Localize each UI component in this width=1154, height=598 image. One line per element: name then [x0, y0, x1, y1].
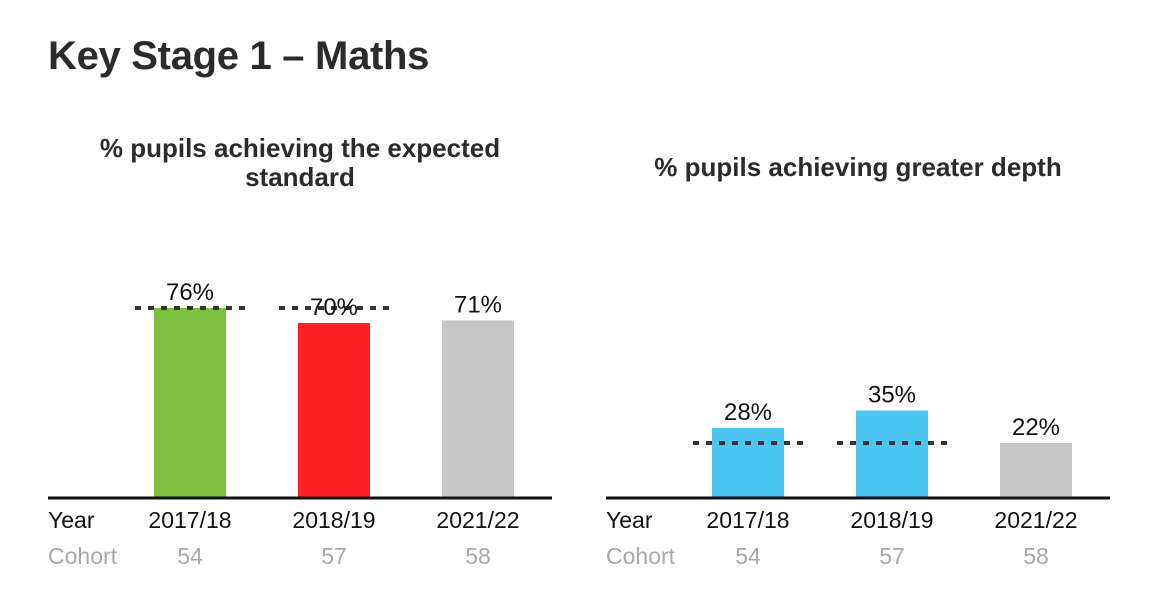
chart-title-line: % pupils achieving the expected: [100, 133, 500, 163]
bar-2021-22: [1000, 443, 1072, 498]
bar-2018-19: [298, 323, 370, 498]
bar-value-label: 22%: [1012, 414, 1060, 441]
year-tick-label: 2021/22: [436, 507, 519, 533]
greater-depth-chart: % pupils achieving greater depth 28% 35% 22…: [598, 130, 1118, 590]
bar-2017-18: [154, 308, 226, 498]
chart-title-line: % pupils achieving greater depth: [654, 152, 1061, 182]
year-tick-label: 2021/22: [994, 507, 1077, 533]
year-tick-label: 2017/18: [148, 507, 231, 533]
cohort-row-label: Cohort: [606, 543, 676, 569]
greater-depth-chart-svg: % pupils achieving greater depth 28% 35% 22…: [606, 152, 1110, 569]
bar-value-label: 70%: [310, 294, 358, 321]
year-row-label: Year: [48, 507, 95, 533]
cohort-value: 54: [177, 543, 203, 569]
bar-2018-19: [856, 410, 928, 498]
bar-value-label: 71%: [454, 292, 502, 319]
year-tick-label: 2018/19: [850, 507, 933, 533]
year-tick-label: 2017/18: [706, 507, 789, 533]
bar-value-label: 28%: [724, 399, 772, 426]
expected-standard-chart: % pupils achieving the expected standard 7…: [40, 130, 560, 590]
cohort-value: 54: [735, 543, 761, 569]
year-row-label: Year: [606, 507, 653, 533]
year-tick-label: 2018/19: [292, 507, 375, 533]
cohort-value: 58: [1023, 543, 1049, 569]
bar-2017-18: [712, 428, 784, 498]
page-title: Key Stage 1 – Maths: [48, 34, 430, 78]
cohort-row-label: Cohort: [48, 543, 118, 569]
bar-value-label: 35%: [868, 382, 916, 409]
cohort-value: 57: [321, 543, 347, 569]
chart-title-line: standard: [245, 162, 355, 192]
bar-value-label: 76%: [166, 279, 214, 306]
cohort-value: 58: [465, 543, 491, 569]
cohort-value: 57: [879, 543, 905, 569]
bar-2021-22: [442, 320, 514, 498]
